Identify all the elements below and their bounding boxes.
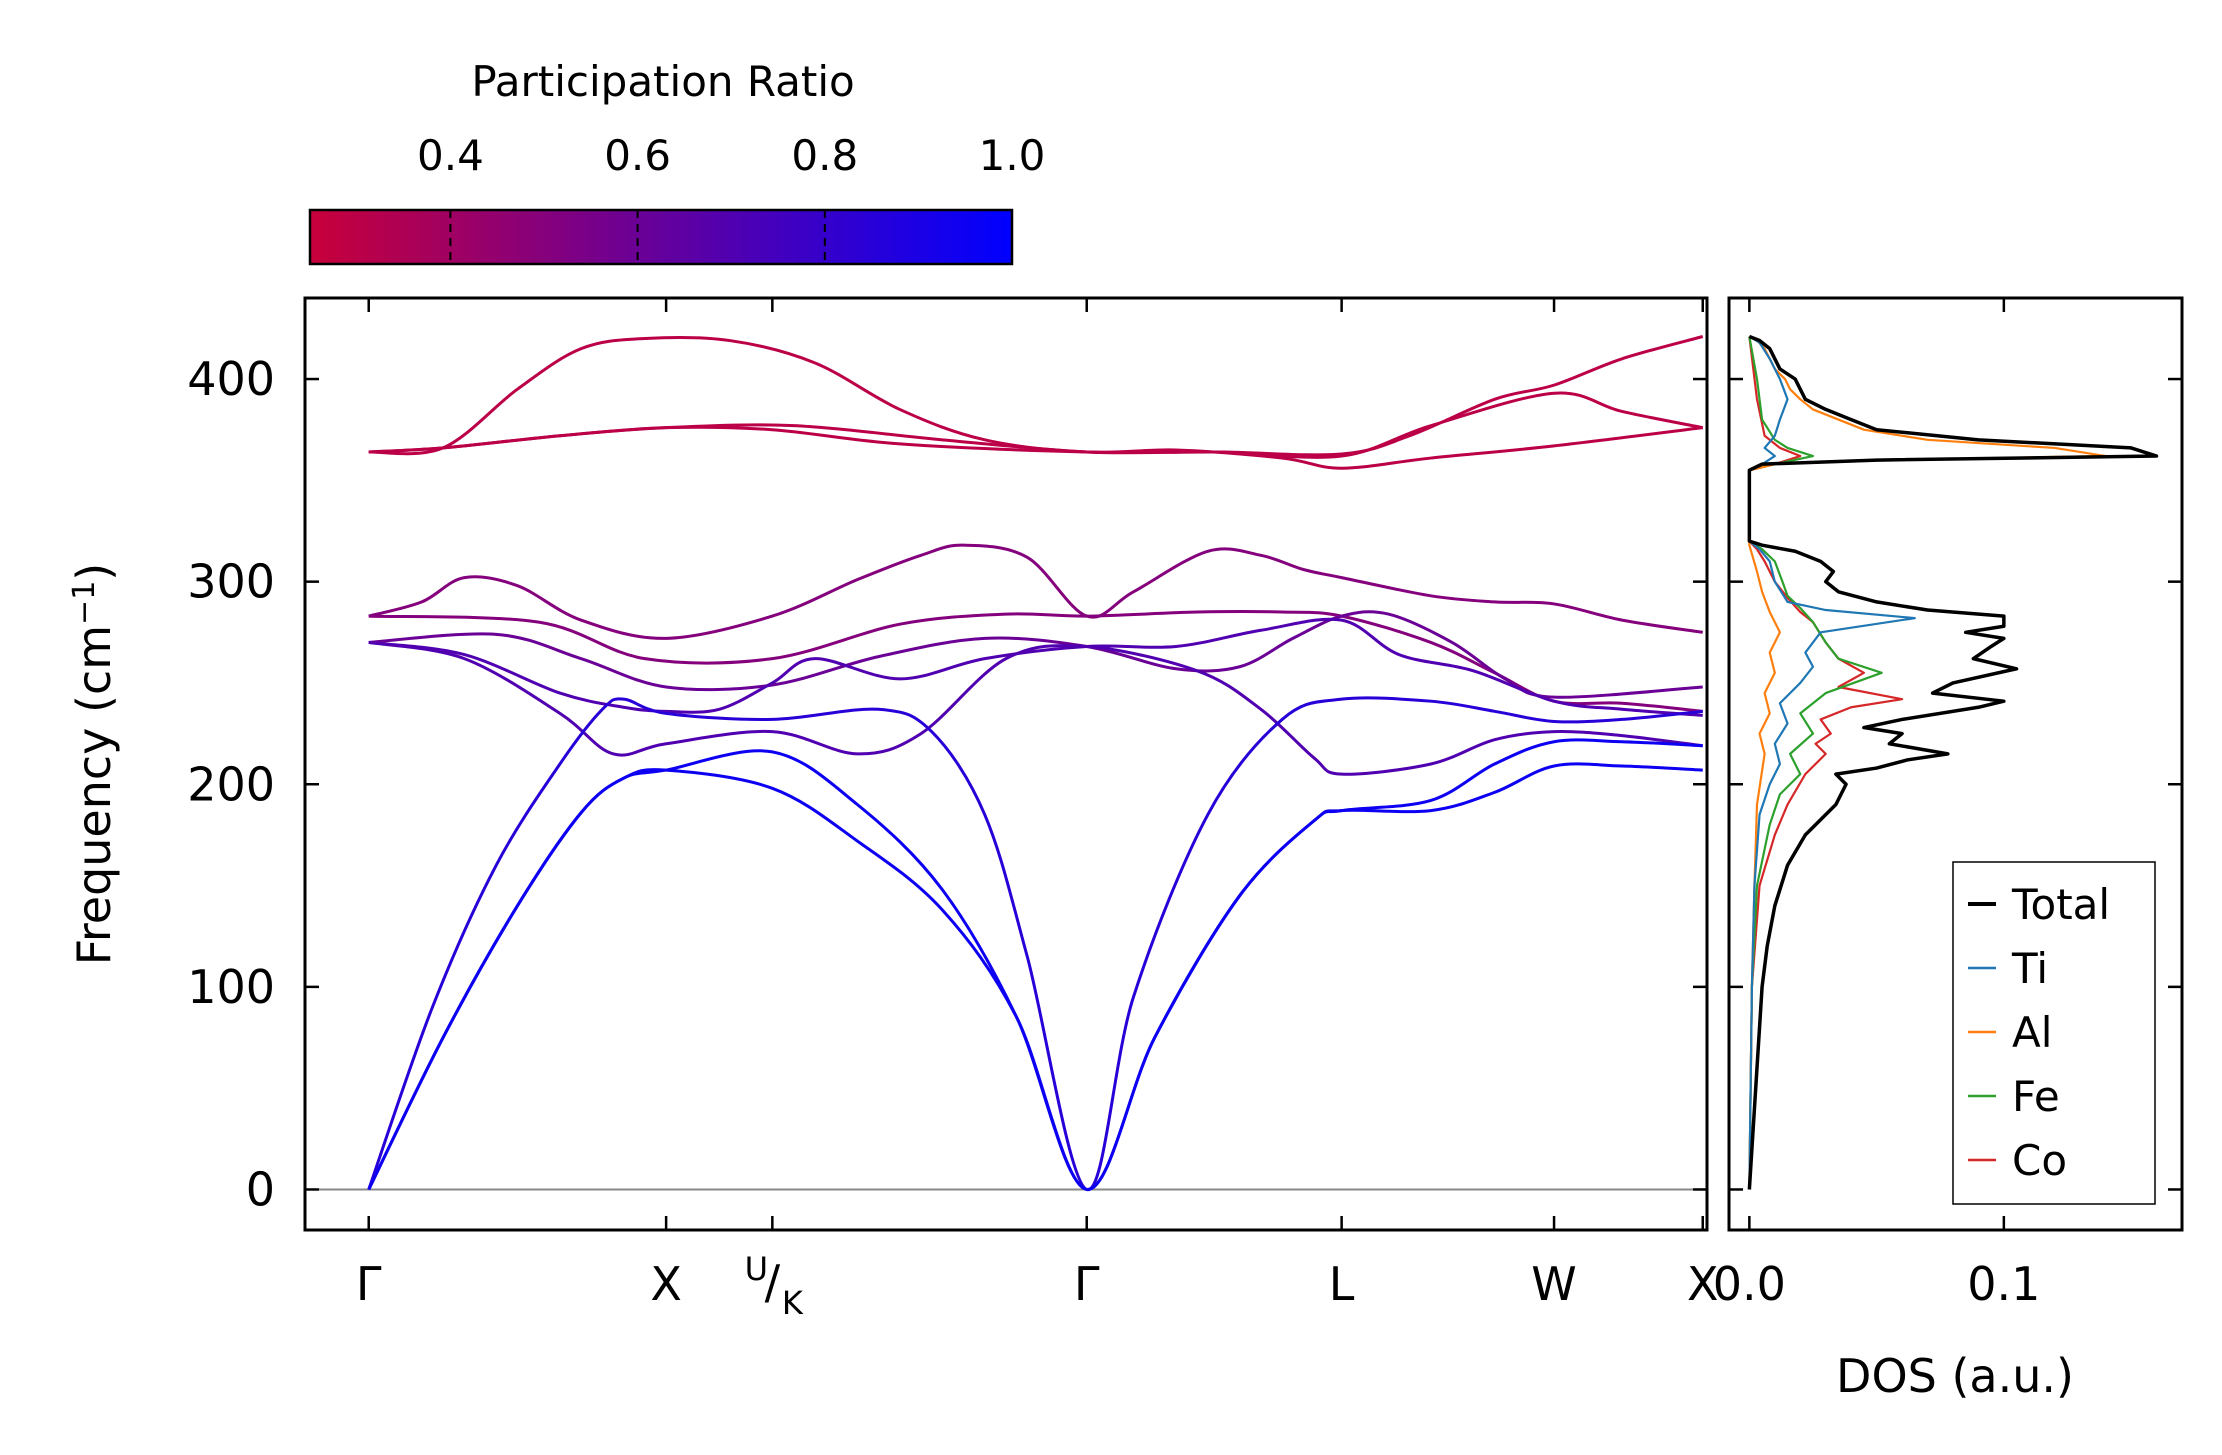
dos-x-tick-label: 0.1 (1967, 1257, 2040, 1311)
legend-label-ti: Ti (2011, 944, 2048, 993)
kpoint-label-2: U/K (745, 1250, 804, 1322)
phonon-band-7 (368, 617, 1703, 717)
dos-x-tick-label: 0.0 (1713, 1257, 1786, 1311)
phonon-band-10 (367, 749, 1703, 1191)
kpoint-label-3: Γ (1074, 1257, 1100, 1311)
y-tick-label: 100 (187, 960, 275, 1014)
frequency-axis-title-close: ) (67, 563, 121, 581)
phonon-band-3 (368, 423, 1703, 470)
kpoint-label-1: X (650, 1257, 682, 1311)
colorbar-tick-label: 0.4 (417, 131, 484, 180)
colorbar-tick-label: 0.6 (604, 131, 671, 180)
kpoint-label-0: Γ (356, 1257, 382, 1311)
kpoint-axis: Γ X U/K Γ L W X (356, 298, 1719, 1322)
phonon-band-4 (368, 543, 1703, 640)
kpoint-label-lower: K (782, 1284, 804, 1322)
y-tick-label: 200 (187, 757, 275, 811)
legend-label-co: Co (2012, 1136, 2067, 1185)
dos-legend: Total Ti Al Fe Co (1952, 861, 2156, 1205)
kpoint-label-5: W (1531, 1257, 1576, 1311)
dos-lines (1747, 334, 2159, 1190)
y-tick-label: 400 (187, 352, 275, 406)
phonon-band-1 (368, 335, 1704, 457)
band-lines (305, 335, 1707, 1191)
frequency-axis-title-sup: −1 (67, 581, 102, 625)
dos-axis: 0.0 0.1 (1713, 298, 2040, 1311)
dos-frame (1727, 296, 2184, 1232)
legend-label-al: Al (2012, 1008, 2052, 1057)
band-structure-panel: 0 100 200 300 400 Γ X U/K Γ L W X Frequency (cm−1) (67, 296, 1719, 1322)
dos-line-total (1747, 334, 2159, 1190)
band-structure-frame (303, 296, 1709, 1232)
frequency-axis-title-main: Frequency (cm (67, 625, 121, 965)
colorbar-ticks: 0.4 0.6 0.8 1.0 (417, 131, 1045, 264)
kpoint-label-6: X (1687, 1257, 1719, 1311)
dos-panel: 0.0 0.1 DOS (a.u.) Total Ti Al Fe Co (1713, 296, 2184, 1403)
frequency-axis-title: Frequency (cm−1) (67, 563, 121, 966)
kpoint-label-4: L (1329, 1257, 1355, 1311)
colorbar-tick-label: 1.0 (979, 131, 1046, 180)
y-tick-label: 300 (187, 555, 275, 609)
colorbar-gradient-bar (308, 208, 1014, 266)
colorbar-title: Participation Ratio (471, 57, 854, 106)
legend-label-fe: Fe (2012, 1072, 2060, 1121)
kpoint-label-upper: U (745, 1250, 768, 1288)
y-tick-label: 0 (246, 1162, 275, 1216)
dos-frequency-ticks (1729, 377, 2182, 1191)
phonon-band-5 (368, 610, 1703, 713)
colorbar-tick-label: 0.8 (791, 131, 858, 180)
phonon-band-9 (367, 696, 1703, 1191)
dos-line-al (1748, 335, 2107, 1190)
dos-line-fe (1748, 336, 1883, 1190)
dos-line-ti (1748, 335, 1916, 1190)
kpoint-label-separator: / (765, 1255, 781, 1309)
frequency-axis: 0 100 200 300 400 (187, 352, 1707, 1216)
phonon-band-11 (367, 738, 1703, 1191)
colorbar: Participation Ratio 0.4 0.6 0.8 1.0 (308, 57, 1045, 266)
phonon-band-6 (368, 610, 1703, 699)
phonon-band-8 (368, 640, 1703, 776)
legend-label-total: Total (2011, 880, 2110, 929)
dos-axis-title: DOS (a.u.) (1836, 1349, 2074, 1403)
